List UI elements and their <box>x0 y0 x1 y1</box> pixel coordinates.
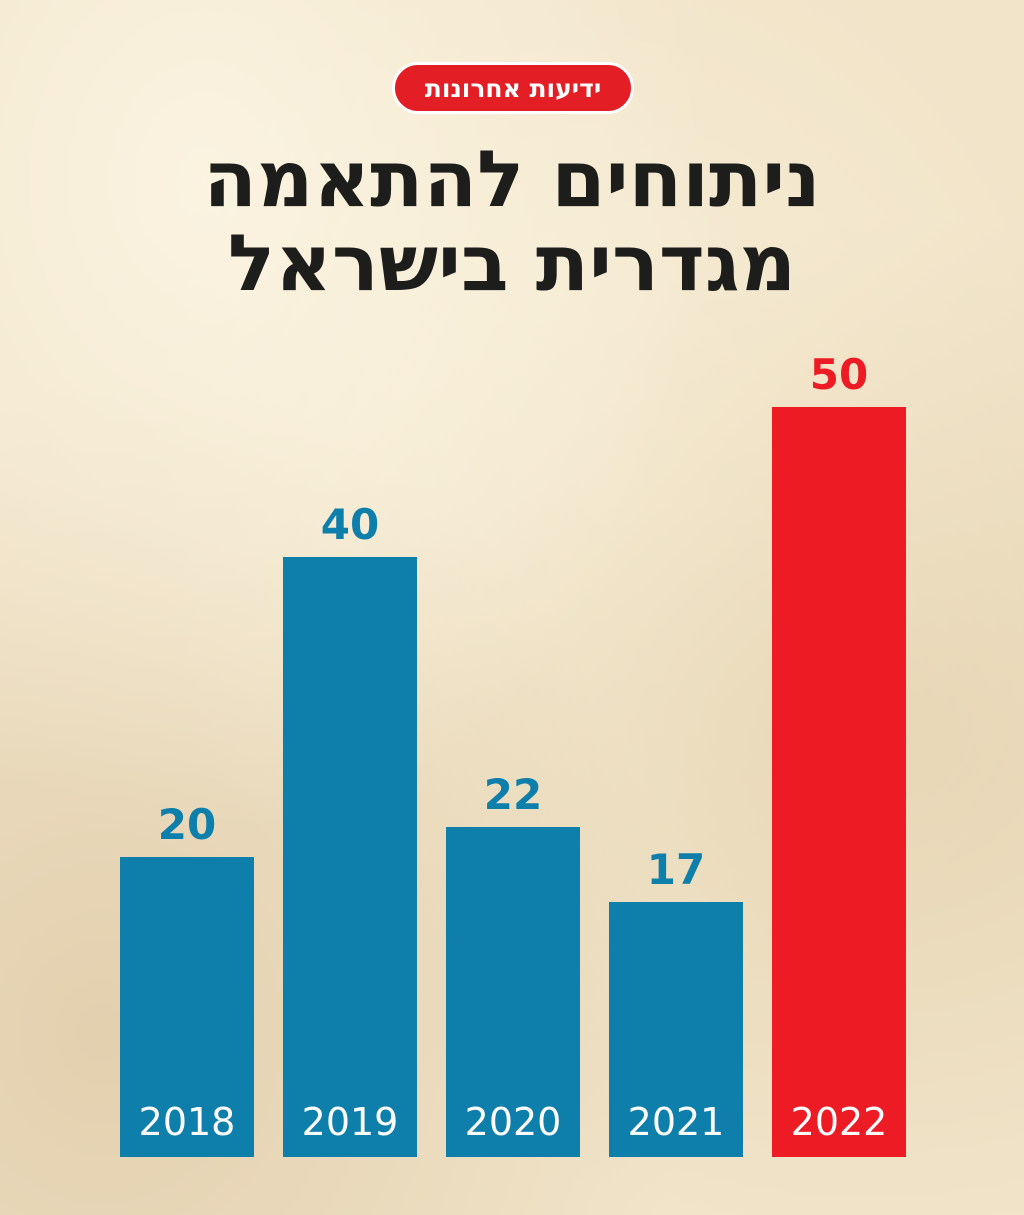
category-label-2022: 2022 <box>791 1100 888 1144</box>
chart-title-line-2: מגדרית בישראל <box>227 219 797 309</box>
category-label-2021: 2021 <box>628 1100 725 1144</box>
source-label: ידיעות אחרונות <box>424 73 602 103</box>
bar-2018 <box>120 857 254 1157</box>
category-label-2019: 2019 <box>302 1100 399 1144</box>
value-label-2021: 17 <box>647 845 705 894</box>
value-label-2022: 50 <box>810 350 868 399</box>
bar-2019 <box>283 557 417 1157</box>
chart-title-line-1: ניתוחים להתאמה <box>203 135 821 225</box>
bar-2022 <box>772 407 906 1157</box>
chart-title: ניתוחים להתאמה מגדרית בישראל <box>60 138 964 306</box>
value-label-2018: 20 <box>158 800 216 849</box>
category-label-2018: 2018 <box>139 1100 236 1144</box>
value-label-2019: 40 <box>321 500 379 549</box>
bar-2021 <box>609 902 743 1157</box>
value-label-2020: 22 <box>484 770 542 819</box>
bar-2020 <box>446 827 580 1157</box>
category-label-2020: 2020 <box>465 1100 562 1144</box>
source-badge: ידיעות אחרונות <box>392 62 634 114</box>
